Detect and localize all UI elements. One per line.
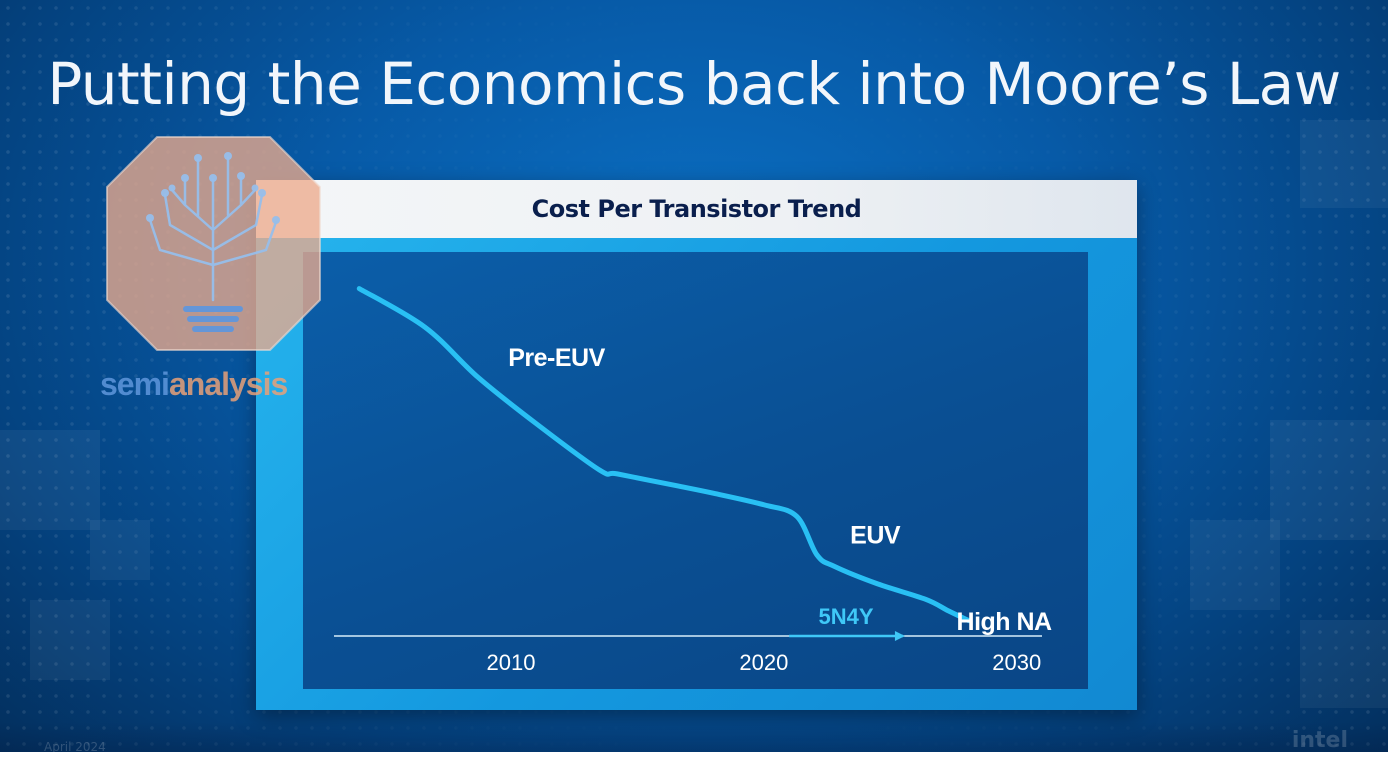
arrow-head bbox=[894, 631, 905, 641]
slide-background: Putting the Economics back into Moore’s … bbox=[0, 0, 1388, 752]
decor-square bbox=[30, 600, 110, 680]
slide-date: April 2024 bbox=[44, 740, 106, 752]
slide-title: Putting the Economics back into Moore’s … bbox=[47, 50, 1341, 118]
chart-svg: 2010 2020 2030 5N4Y Pre-EUV EUV High NA bbox=[334, 286, 1053, 675]
decor-square bbox=[90, 520, 150, 580]
watermark-part2: analysis bbox=[168, 366, 288, 402]
brand-logo: intel bbox=[1291, 728, 1348, 752]
x-tick-label: 2020 bbox=[739, 650, 788, 675]
annotation-label: Pre-EUV bbox=[508, 344, 605, 372]
slide-footer bbox=[0, 722, 1388, 752]
annotation-label: High NA bbox=[957, 608, 1053, 636]
x-tick-label: 2030 bbox=[992, 650, 1041, 675]
cost-curve bbox=[356, 286, 972, 624]
watermark-graphic bbox=[106, 136, 321, 351]
decor-square bbox=[1300, 620, 1388, 708]
decor-square bbox=[0, 430, 100, 530]
x-tick-label: 2010 bbox=[487, 650, 536, 675]
arrow-label: 5N4Y bbox=[819, 604, 874, 629]
chart-title: Cost Per Transistor Trend bbox=[256, 180, 1137, 238]
decor-square bbox=[1300, 120, 1388, 208]
watermark-logo: semianalysis bbox=[100, 366, 288, 403]
lightbulb-circuit-icon bbox=[106, 136, 321, 351]
decor-square bbox=[1270, 420, 1388, 540]
decor-square bbox=[1190, 520, 1280, 610]
annotation-label: EUV bbox=[850, 521, 901, 549]
watermark-part1: semi bbox=[100, 366, 170, 402]
